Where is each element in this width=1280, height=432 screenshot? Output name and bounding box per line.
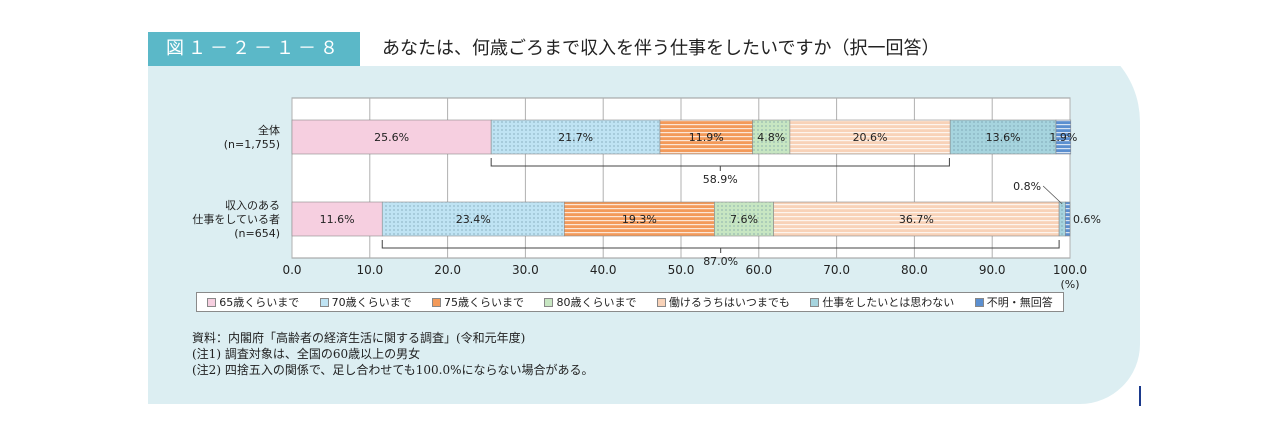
- bar-segment: [291, 119, 492, 155]
- bar-segment: [714, 201, 774, 237]
- bar-segment: [1058, 201, 1066, 237]
- bracket-label: 58.9%: [703, 173, 738, 186]
- data-label: 0.6%: [1073, 213, 1101, 226]
- x-tick-label: 30.0: [512, 263, 539, 277]
- legend-swatch: [810, 297, 820, 307]
- legend-item: 70歳くらいまで: [319, 294, 412, 310]
- label-leader: [1042, 185, 1063, 205]
- bracket-label: 87.0%: [703, 255, 738, 268]
- legend-label: 80歳くらいまで: [556, 296, 637, 309]
- legend-label: 働けるうちはいつまでも: [668, 296, 790, 309]
- bar-segment: [773, 201, 1060, 237]
- bar-segment: [563, 201, 715, 237]
- x-tick-label: 20.0: [434, 263, 461, 277]
- x-tick-label: 50.0: [668, 263, 695, 277]
- data-label: 7.6%: [730, 213, 758, 226]
- data-label: 25.6%: [374, 131, 409, 144]
- bar-segment: [381, 201, 565, 237]
- bracket: [490, 158, 950, 171]
- source-note: 資料：内閣府「高齢者の経済生活に関する調査」(令和元年度): [192, 331, 526, 345]
- x-tick-label: 90.0: [979, 263, 1006, 277]
- note-2: (注2) 四捨五入の関係で、足し合わせても100.0%にならない場合がある。: [192, 363, 594, 377]
- x-tick-label: 60.0: [745, 263, 772, 277]
- legend-item: 働けるうちはいつまでも: [656, 294, 790, 310]
- legend-label: 75歳くらいまで: [444, 296, 525, 309]
- legend-item: 不明・無回答: [974, 294, 1053, 310]
- category-label: (n=654): [234, 227, 280, 240]
- bar-segment: [752, 119, 791, 155]
- x-tick-label: 80.0: [901, 263, 928, 277]
- category-label: 収入のある: [225, 199, 280, 212]
- data-label: 4.8%: [757, 131, 785, 144]
- chart-legend: 65歳くらいまで 70歳くらいまで 75歳くらいまで 80歳くらいまで 働けるうちはいつ…: [196, 292, 1064, 312]
- data-label: 11.6%: [320, 213, 355, 226]
- bar-segment: [490, 119, 661, 155]
- data-label: 1.9%: [1049, 131, 1077, 144]
- data-label: 19.3%: [622, 213, 657, 226]
- legend-swatch: [544, 297, 554, 307]
- legend-swatch: [656, 297, 666, 307]
- legend-label: 不明・無回答: [986, 296, 1053, 309]
- data-label: 23.4%: [456, 213, 491, 226]
- legend-label: 仕事をしたいとは思わない: [822, 296, 955, 309]
- figure-title: あなたは、何歳ごろまで収入を伴う仕事をしたいですか（択一回答）: [382, 38, 940, 59]
- legend-item: 75歳くらいまで: [432, 294, 524, 310]
- x-axis-unit: (%): [1060, 278, 1079, 291]
- bar-segment: [659, 119, 753, 155]
- x-tick-label: 100.0: [1053, 263, 1087, 277]
- legend-item: 80歳くらいまで: [544, 294, 636, 310]
- legend-item: 仕事をしたいとは思わない: [810, 294, 954, 310]
- figure-notes: 資料：内閣府「高齢者の経済生活に関する調査」(令和元年度) (注1) 調査対象は…: [192, 330, 594, 378]
- bracket: [381, 240, 1060, 253]
- category-label: 全体: [258, 123, 280, 137]
- bar-segment: [1065, 201, 1071, 237]
- x-tick-label: 70.0: [823, 263, 850, 277]
- note-1: (注1) 調査対象は、全国の60歳以上の男女: [192, 347, 421, 361]
- data-label: 36.7%: [899, 213, 934, 226]
- category-label: 仕事をしている者: [192, 213, 280, 226]
- bar-segment: [291, 201, 383, 237]
- data-label: 21.7%: [558, 131, 593, 144]
- legend-swatch: [432, 297, 442, 307]
- data-label: 20.6%: [853, 131, 888, 144]
- x-tick-label: 0.0: [282, 263, 301, 277]
- legend-label: 70歳くらいまで: [331, 296, 412, 309]
- x-tick-label: 10.0: [356, 263, 383, 277]
- edge-marker: [1139, 386, 1141, 406]
- bar-segment: [1055, 119, 1072, 155]
- legend-item: 65歳くらいまで: [207, 294, 299, 310]
- x-tick-label: 40.0: [590, 263, 617, 277]
- legend-swatch: [319, 297, 329, 307]
- data-label: 0.8%: [1013, 180, 1041, 193]
- legend-label: 65歳くらいまで: [219, 296, 300, 309]
- figure-number: 図１－２－１－８: [148, 32, 360, 66]
- category-label: (n=1,755): [224, 138, 280, 151]
- data-label: 13.6%: [986, 131, 1021, 144]
- legend-swatch: [207, 297, 217, 307]
- bar-segment: [949, 119, 1057, 155]
- legend-swatch: [974, 297, 984, 307]
- data-label: 11.9%: [689, 131, 724, 144]
